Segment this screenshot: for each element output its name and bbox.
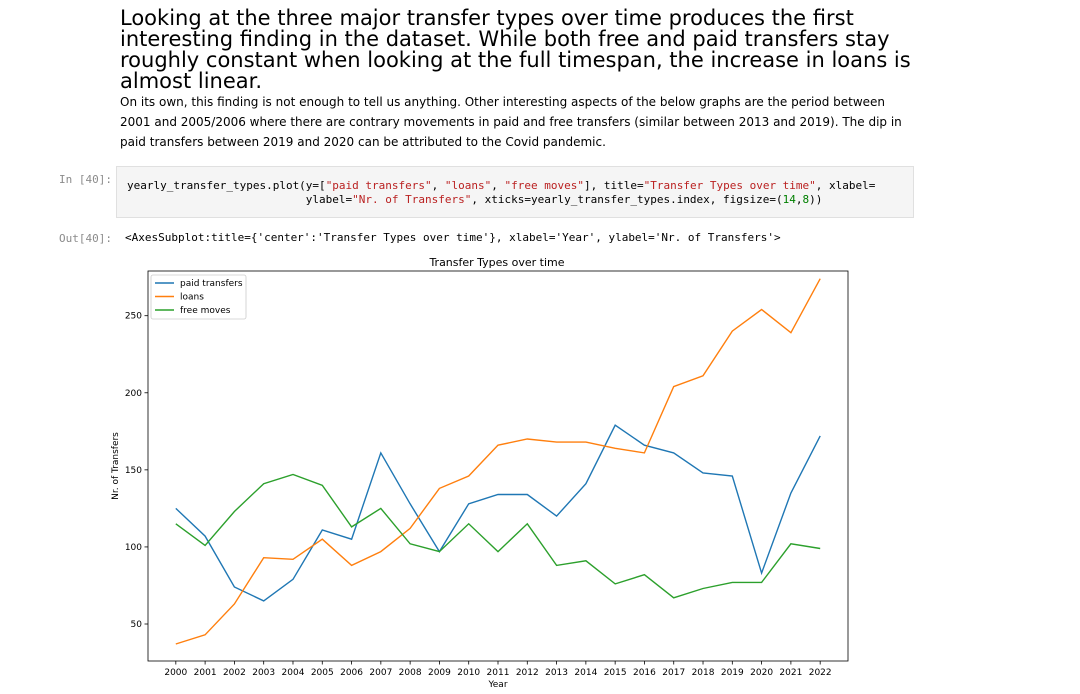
chart-title: Transfer Types over time bbox=[428, 256, 564, 269]
x-tick-label: 2006 bbox=[340, 668, 363, 678]
x-tick-label: 2008 bbox=[399, 668, 422, 678]
x-tick-label: 2018 bbox=[692, 668, 715, 678]
x-tick-label: 2021 bbox=[779, 668, 802, 678]
series-line-paid-transfers bbox=[175, 424, 821, 602]
input-prompt: In [40]: bbox=[59, 173, 112, 186]
x-tick-label: 2010 bbox=[457, 668, 480, 678]
x-tick-label: 2009 bbox=[428, 668, 451, 678]
code-cell[interactable]: yearly_transfer_types.plot(y=["paid tran… bbox=[116, 166, 914, 218]
plot-lines bbox=[175, 278, 821, 645]
output-text: <AxesSubplot:title={'center':'Transfer T… bbox=[125, 231, 781, 244]
y-tick-label: 200 bbox=[125, 389, 142, 399]
x-tick-label: 2003 bbox=[252, 668, 275, 678]
series-line-free-moves bbox=[175, 473, 821, 599]
legend-label: paid transfers bbox=[180, 279, 243, 289]
y-tick-label: 250 bbox=[125, 312, 142, 322]
legend: paid transfers loans free moves bbox=[150, 274, 247, 320]
code-text[interactable]: yearly_transfer_types.plot(y=["paid tran… bbox=[127, 179, 876, 206]
x-tick-label: 2016 bbox=[633, 668, 656, 678]
x-tick-label: 2004 bbox=[282, 668, 305, 678]
y-tick-label: 150 bbox=[125, 466, 142, 476]
x-tick-label: 2000 bbox=[164, 668, 187, 678]
y-axis: 50 100 150 200 250 bbox=[125, 312, 148, 630]
legend-box bbox=[150, 274, 247, 320]
y-axis-label: Nr. of Transfers bbox=[111, 432, 121, 500]
x-tick-label: 2005 bbox=[311, 668, 334, 678]
x-tick-label: 2014 bbox=[574, 668, 597, 678]
x-tick-label: 2012 bbox=[516, 668, 539, 678]
y-tick-label: 100 bbox=[125, 543, 142, 553]
series-line-loans bbox=[175, 278, 821, 645]
x-tick-label: 2017 bbox=[662, 668, 685, 678]
markdown-heading: Looking at the three major transfer type… bbox=[120, 6, 911, 93]
line-chart: Transfer Types over time 2000 2001 2002 200… bbox=[111, 256, 849, 690]
x-tick-label: 2013 bbox=[545, 668, 568, 678]
x-axis: 2000 2001 2002 2003 2004 2005 2006 2007 2008 2009… bbox=[164, 661, 832, 678]
legend-label: free moves bbox=[180, 306, 231, 316]
y-tick-label: 50 bbox=[131, 620, 143, 630]
chart-output: Transfer Types over time 2000 2001 2002 200… bbox=[100, 252, 860, 694]
x-tick-label: 2022 bbox=[809, 668, 832, 678]
x-tick-label: 2011 bbox=[487, 668, 510, 678]
x-tick-label: 2002 bbox=[223, 668, 246, 678]
x-axis-label: Year bbox=[487, 680, 507, 690]
x-tick-label: 2001 bbox=[194, 668, 217, 678]
plot-frame bbox=[147, 270, 849, 662]
x-tick-label: 2007 bbox=[369, 668, 392, 678]
x-tick-label: 2020 bbox=[750, 668, 773, 678]
output-prompt: Out[40]: bbox=[59, 232, 112, 245]
x-tick-label: 2019 bbox=[721, 668, 744, 678]
legend-label: loans bbox=[180, 293, 204, 303]
x-tick-label: 2015 bbox=[604, 668, 627, 678]
markdown-paragraph: On its own, this finding is not enough t… bbox=[120, 95, 902, 149]
